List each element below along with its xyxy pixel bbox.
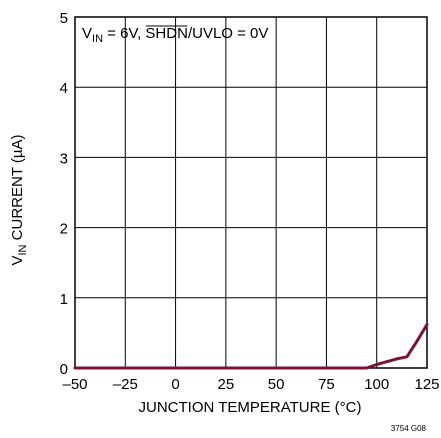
x-tick-labels: –50 –25 0 25 50 75 100 125 — [62, 376, 439, 393]
x-tick-label: 25 — [218, 376, 235, 393]
y-tick-label: 3 — [60, 150, 68, 167]
annotation-post: /UVLO = 0V — [188, 25, 268, 42]
y-axis-label: VIN CURRENT (µA) — [9, 134, 29, 265]
ylabel-v: V — [9, 256, 26, 266]
y-tick-label: 5 — [60, 10, 68, 27]
x-tick-label: –50 — [62, 376, 87, 393]
series-group — [73, 323, 429, 370]
annotation-pre: = 6V, — [103, 25, 145, 42]
annotation-v-sub: IN — [92, 33, 103, 45]
x-tick-label: 50 — [268, 376, 285, 393]
x-tick-label: 75 — [318, 376, 335, 393]
y-tick-labels: 0 1 2 3 4 5 — [60, 10, 68, 378]
y-tick-label: 0 — [60, 361, 68, 378]
ylabel-rest: CURRENT (µA) — [9, 134, 26, 244]
y-tick-label: 1 — [60, 291, 68, 308]
annotation-v: V — [82, 25, 92, 42]
x-tick-label: 100 — [364, 376, 389, 393]
x-tick-label: –25 — [113, 376, 138, 393]
x-axis-label: JUNCTION TEMPERATURE (°C) — [139, 399, 362, 416]
x-tick-label: 0 — [171, 376, 179, 393]
x-tick-label: 125 — [414, 376, 439, 393]
y-tick-label: 4 — [60, 80, 68, 97]
annotation-shdn: SHDN — [145, 25, 188, 42]
y-tick-label: 2 — [60, 221, 68, 238]
ylabel-v-sub: IN — [17, 244, 29, 255]
series-line — [73, 323, 429, 370]
plot-frame — [74, 16, 428, 369]
figure-id: 3754 G08 — [391, 424, 427, 433]
condition-annotation: VIN = 6V, SHDN/UVLO = 0V — [82, 25, 268, 45]
grid — [75, 17, 427, 368]
